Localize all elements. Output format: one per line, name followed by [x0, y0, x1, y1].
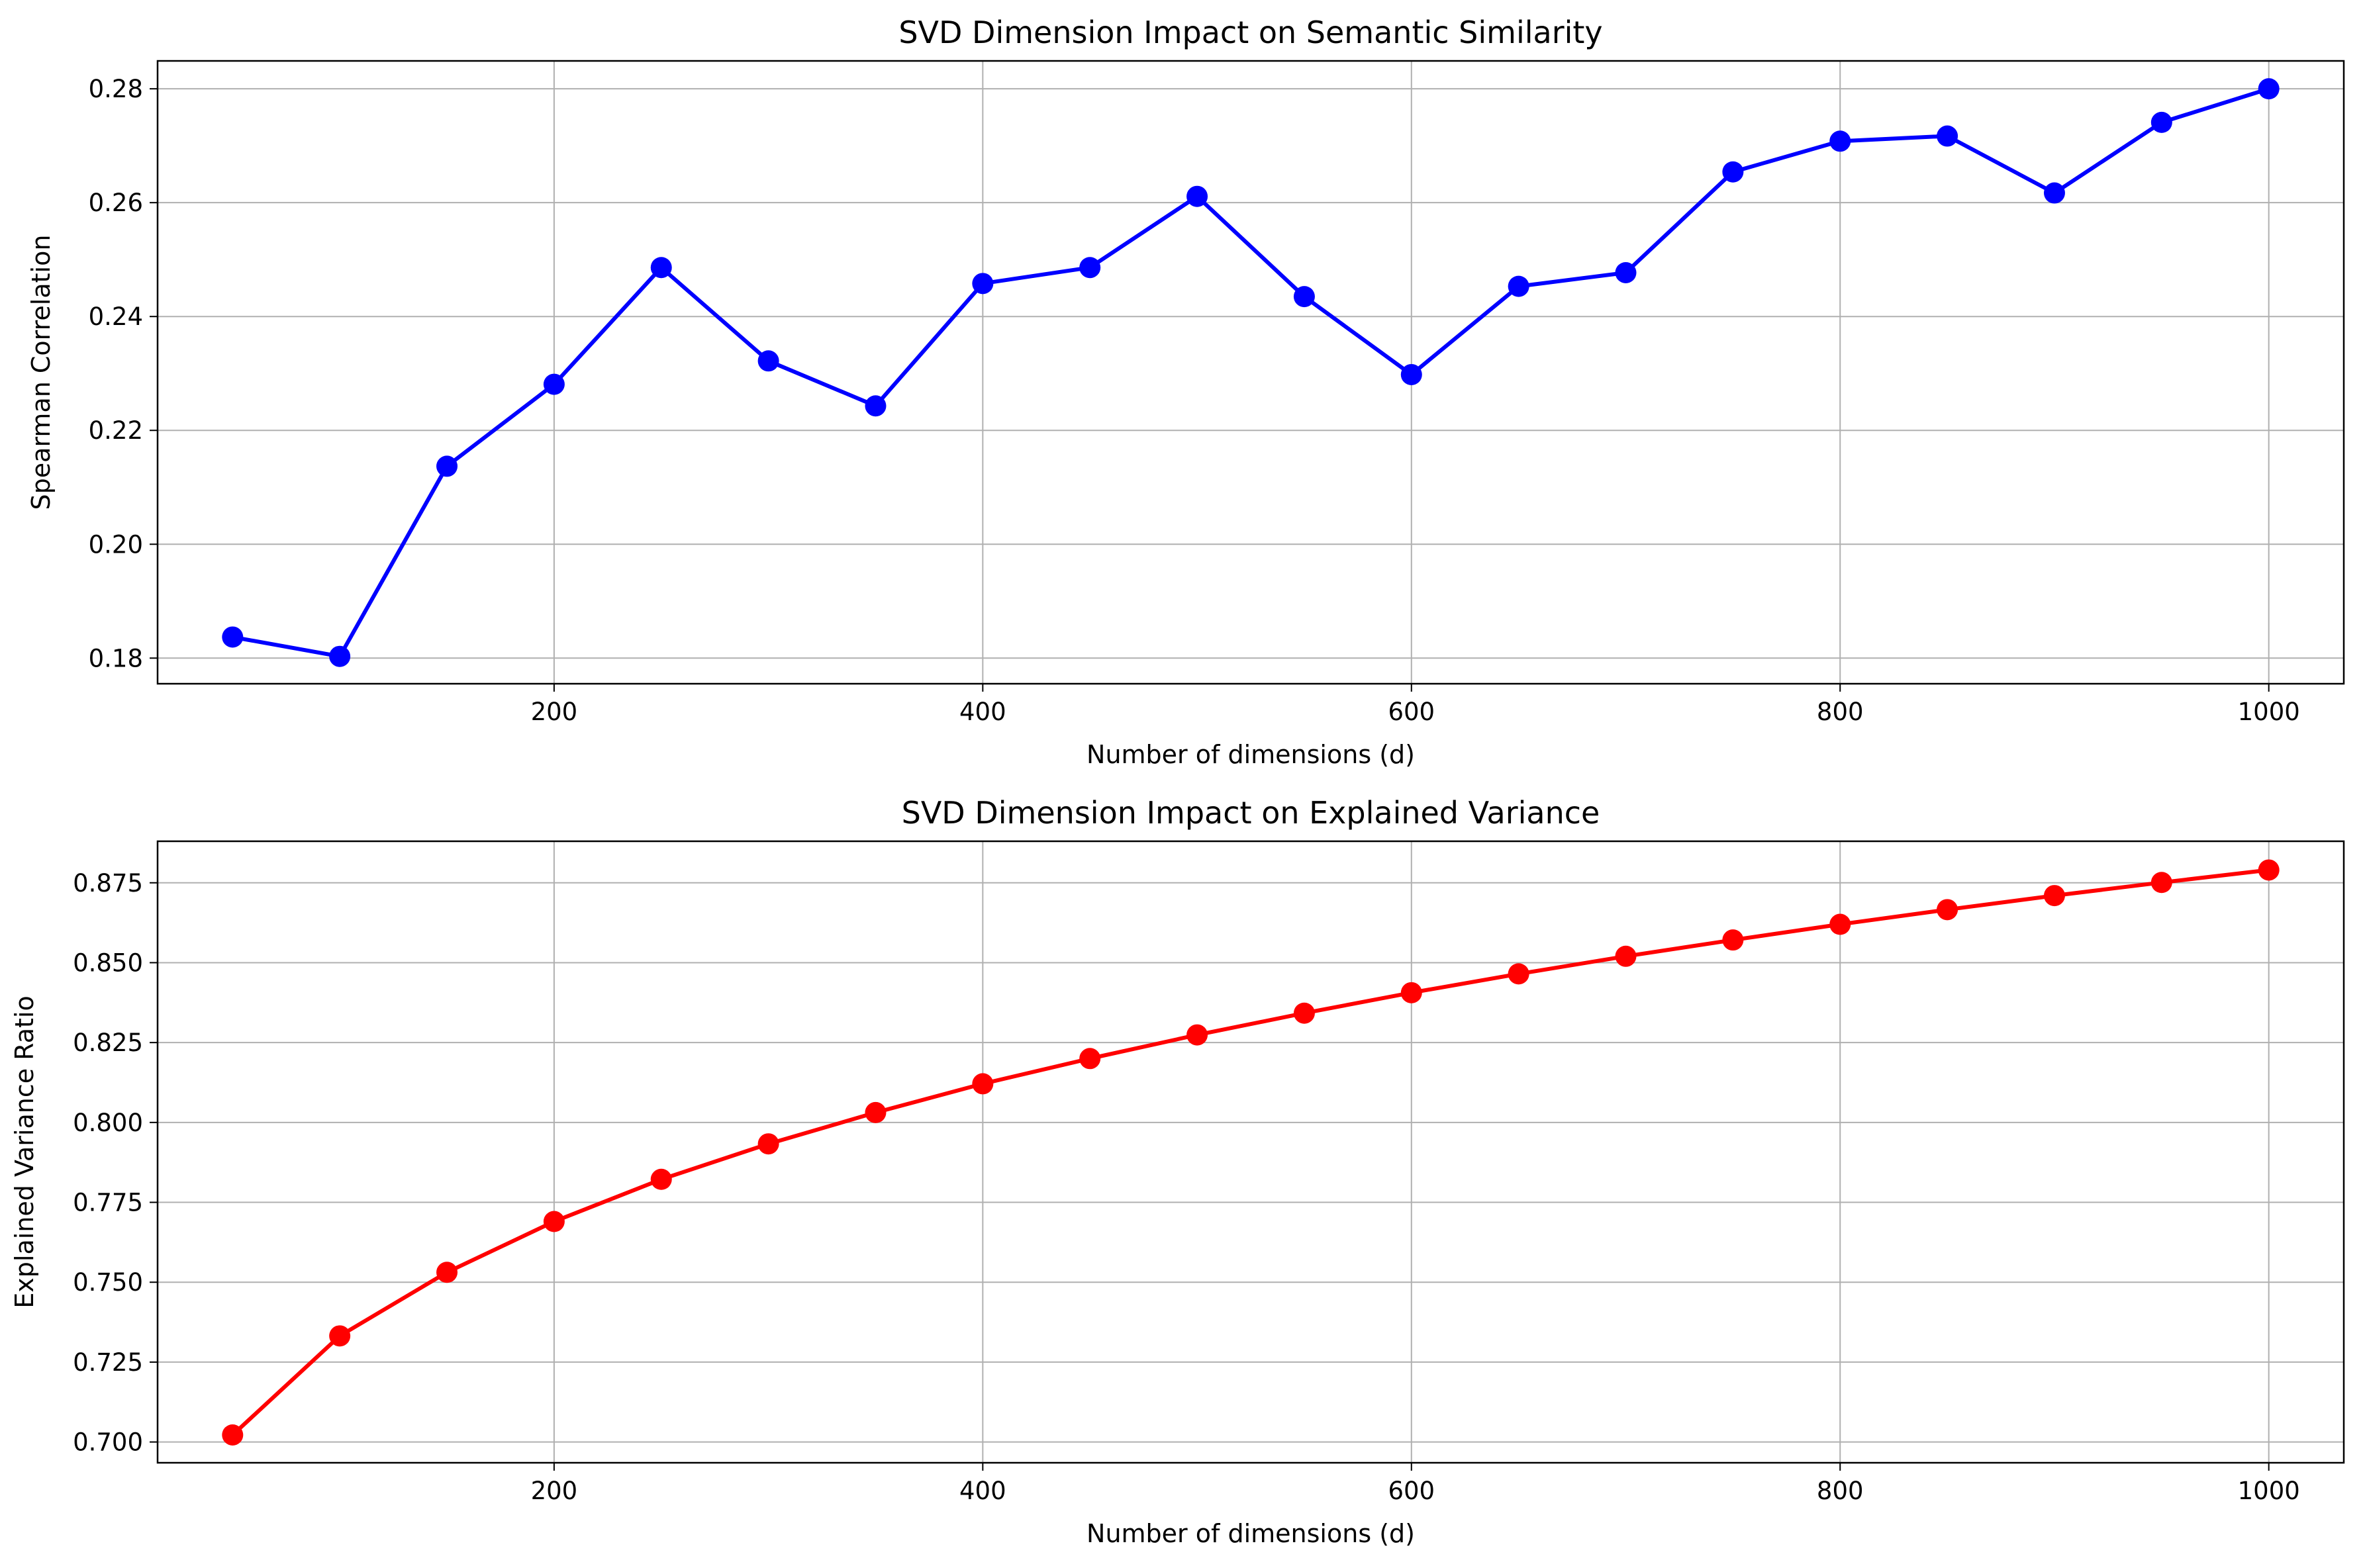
data-point	[650, 1168, 672, 1190]
data-point	[865, 1101, 887, 1123]
data-point	[222, 1424, 244, 1446]
x-axis-label: Number of dimensions (d)	[1086, 1519, 1415, 1548]
axis-ticks: 200 400 600 800 1000 0.18 0.20 0.22 0.24 0.26 0.28	[89, 75, 2300, 726]
data-point	[2150, 111, 2172, 133]
data-point	[1615, 261, 1637, 283]
data-point	[543, 1211, 565, 1232]
data-point	[1400, 982, 1422, 1003]
data-point	[972, 1073, 994, 1095]
data-point	[650, 257, 672, 279]
y-tick-label: 0.875	[73, 869, 143, 898]
x-tick-label: 400	[959, 1477, 1006, 1505]
data-point	[1829, 913, 1851, 935]
y-tick-label: 0.725	[73, 1348, 143, 1377]
y-tick-label: 0.700	[73, 1428, 143, 1457]
data-point	[1937, 125, 1958, 147]
data-point	[757, 1133, 779, 1155]
chart-semantic-similarity: SVD Dimension Impact on Semantic Similar…	[26, 15, 2345, 769]
data-point	[1937, 899, 1958, 921]
data-point	[1079, 257, 1101, 279]
y-tick-label: 0.28	[89, 75, 143, 103]
chart-title: SVD Dimension Impact on Explained Varian…	[902, 795, 1600, 831]
x-tick-label: 200	[531, 698, 578, 726]
series-line	[231, 868, 2270, 1437]
y-tick-label: 0.26	[89, 189, 143, 217]
y-tick-label: 0.850	[73, 948, 143, 977]
plot-frame	[156, 840, 2345, 1464]
x-tick-label: 600	[1388, 1477, 1435, 1505]
data-point	[1400, 363, 1422, 385]
data-point	[1829, 130, 1851, 152]
grid-lines	[158, 841, 2344, 1463]
x-tick-label: 400	[959, 698, 1006, 726]
data-point	[972, 273, 994, 295]
data-series	[222, 859, 2280, 1446]
data-point	[1615, 945, 1637, 967]
y-tick-label: 0.750	[73, 1268, 143, 1297]
y-tick-label: 0.800	[73, 1109, 143, 1137]
x-tick-label: 800	[1817, 698, 1864, 726]
y-tick-label: 0.825	[73, 1029, 143, 1057]
data-point	[1508, 963, 1529, 985]
y-tick-label: 0.775	[73, 1189, 143, 1217]
data-point	[222, 626, 244, 648]
data-point	[543, 373, 565, 395]
data-point	[2043, 182, 2065, 204]
y-axis-label: Spearman Correlation	[26, 235, 56, 510]
y-tick-label: 0.20	[89, 530, 143, 559]
data-point	[1293, 286, 1315, 308]
data-point	[1079, 1048, 1101, 1070]
y-tick-label: 0.22	[89, 416, 143, 445]
data-series	[222, 78, 2280, 667]
x-tick-label: 1000	[2238, 698, 2300, 726]
x-tick-label: 800	[1817, 1477, 1864, 1505]
y-axis-label: Explained Variance Ratio	[10, 995, 39, 1308]
chart-title: SVD Dimension Impact on Semantic Similar…	[898, 15, 1602, 50]
y-tick-label: 0.24	[89, 302, 143, 331]
data-point	[2258, 78, 2280, 100]
data-point	[2258, 859, 2280, 881]
data-point	[1186, 1024, 1208, 1046]
data-point	[865, 395, 887, 417]
y-tick-label: 0.18	[89, 644, 143, 672]
x-axis-label: Number of dimensions (d)	[1086, 740, 1415, 769]
grid-lines	[158, 61, 2344, 684]
x-tick-label: 200	[531, 1477, 578, 1505]
data-point	[2150, 872, 2172, 894]
data-point	[1293, 1002, 1315, 1024]
x-tick-label: 1000	[2238, 1477, 2300, 1505]
chart-explained-variance: SVD Dimension Impact on Explained Varian…	[10, 795, 2345, 1548]
data-point	[1722, 161, 1744, 183]
series-line	[232, 87, 2270, 659]
data-point	[1186, 185, 1208, 207]
data-point	[329, 1325, 351, 1347]
data-point	[1722, 929, 1744, 951]
data-point	[329, 645, 351, 667]
data-point	[1508, 275, 1529, 297]
axis-ticks: 200 400 600 800 1000 0.700 0.725 0.750 0.775 0.80…	[73, 869, 2300, 1505]
plot-frame	[156, 60, 2345, 685]
data-point	[436, 1262, 458, 1283]
x-tick-label: 600	[1388, 698, 1435, 726]
data-point	[436, 455, 458, 477]
data-point	[757, 350, 779, 372]
data-point	[2043, 885, 2065, 907]
